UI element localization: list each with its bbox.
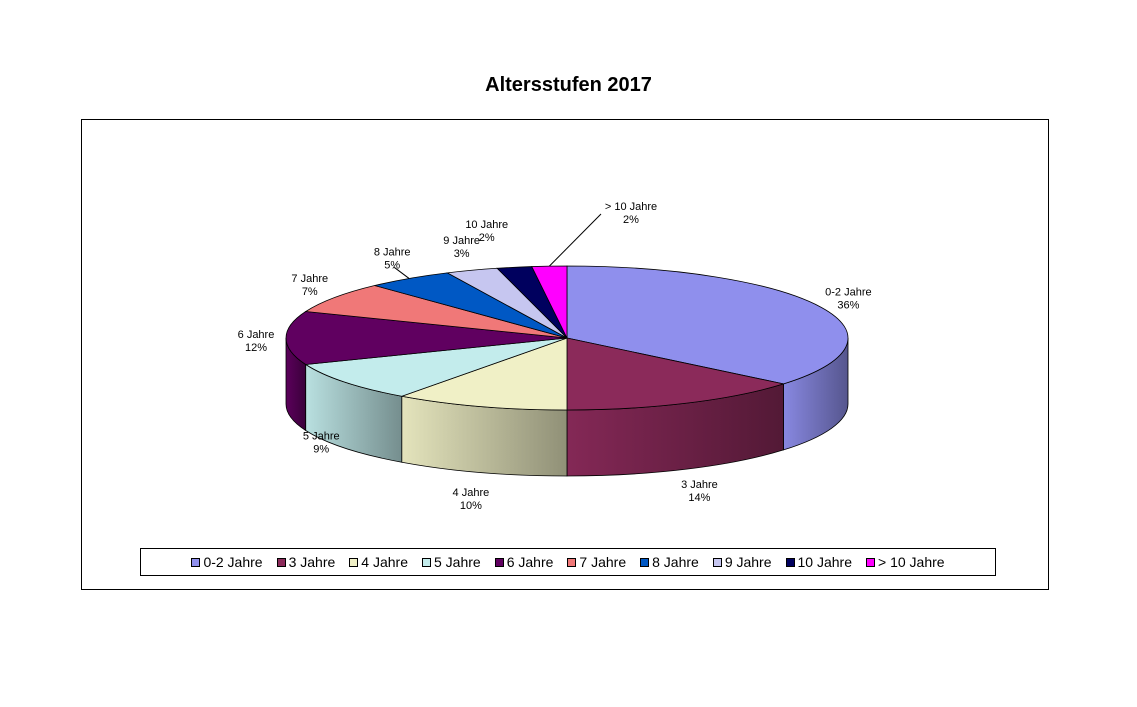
data-label: 4 Jahre 10% [453,487,490,512]
pie-slice-0 [566,265,849,385]
pie-slice-2 [400,337,568,411]
legend-label: 0-2 Jahre [203,554,263,570]
legend-item: 3 Jahre [276,554,336,570]
legend-swatch [567,557,577,567]
legend-label: 8 Jahre [652,554,699,570]
pie-slice-5 [304,285,568,339]
chart-title: Altersstufen 2017 [485,74,652,96]
data-label: 10 Jahre 2% [465,219,508,244]
legend-swatch [640,557,650,567]
legend-label: > 10 Jahre [878,554,945,570]
legend-label: 10 Jahre [797,554,852,570]
data-label: 8 Jahre 5% [374,246,411,271]
chart-legend: 0-2 Jahre 3 Jahre 4 Jahre 5 Jahre 6 Jahre 7 J… [140,548,996,576]
legend-swatch [712,557,722,567]
legend-swatch [349,557,359,567]
plot-area [81,119,1049,590]
legend-swatch [866,557,875,567]
legend-swatch [276,557,286,567]
legend-label: 9 Jahre [724,554,772,570]
legend-swatch [494,557,504,567]
legend-item: 10 Jahre [785,554,852,570]
legend-item: 4 Jahre [349,554,408,570]
legend-swatch [422,557,431,567]
legend-item: 6 Jahre [494,554,554,570]
pie-slice-1 [566,337,786,411]
data-label: 5 Jahre 9% [303,431,340,456]
legend-item: > 10 Jahre [866,554,945,570]
data-label: 9 Jahre 3% [443,235,480,260]
data-label: 7 Jahre 7% [291,273,328,298]
legend-label: 6 Jahre [506,554,554,570]
pie-slice-9 [531,265,568,339]
legend-item: 7 Jahre [567,554,626,570]
pie-slice-4 [285,311,568,365]
data-label: > 10 Jahre 2% [605,201,657,226]
legend-swatch [785,557,795,567]
leader-line [549,213,602,267]
data-label: 6 Jahre 12% [238,329,275,354]
legend-item: 5 Jahre [422,554,481,570]
legend-item: 0-2 Jahre [191,554,263,570]
pie-slice-3 [304,337,568,397]
legend-label: 4 Jahre [361,554,408,570]
legend-item: 8 Jahre [640,554,699,570]
legend-label: 5 Jahre [434,554,481,570]
legend-label: 3 Jahre [288,554,336,570]
legend-item: 9 Jahre [712,554,772,570]
legend-label: 7 Jahre [579,554,627,570]
data-label: 3 Jahre 14% [681,479,718,504]
legend-swatch [191,557,201,567]
leader-line [393,266,410,279]
data-label: 0-2 Jahre 36% [825,286,871,311]
